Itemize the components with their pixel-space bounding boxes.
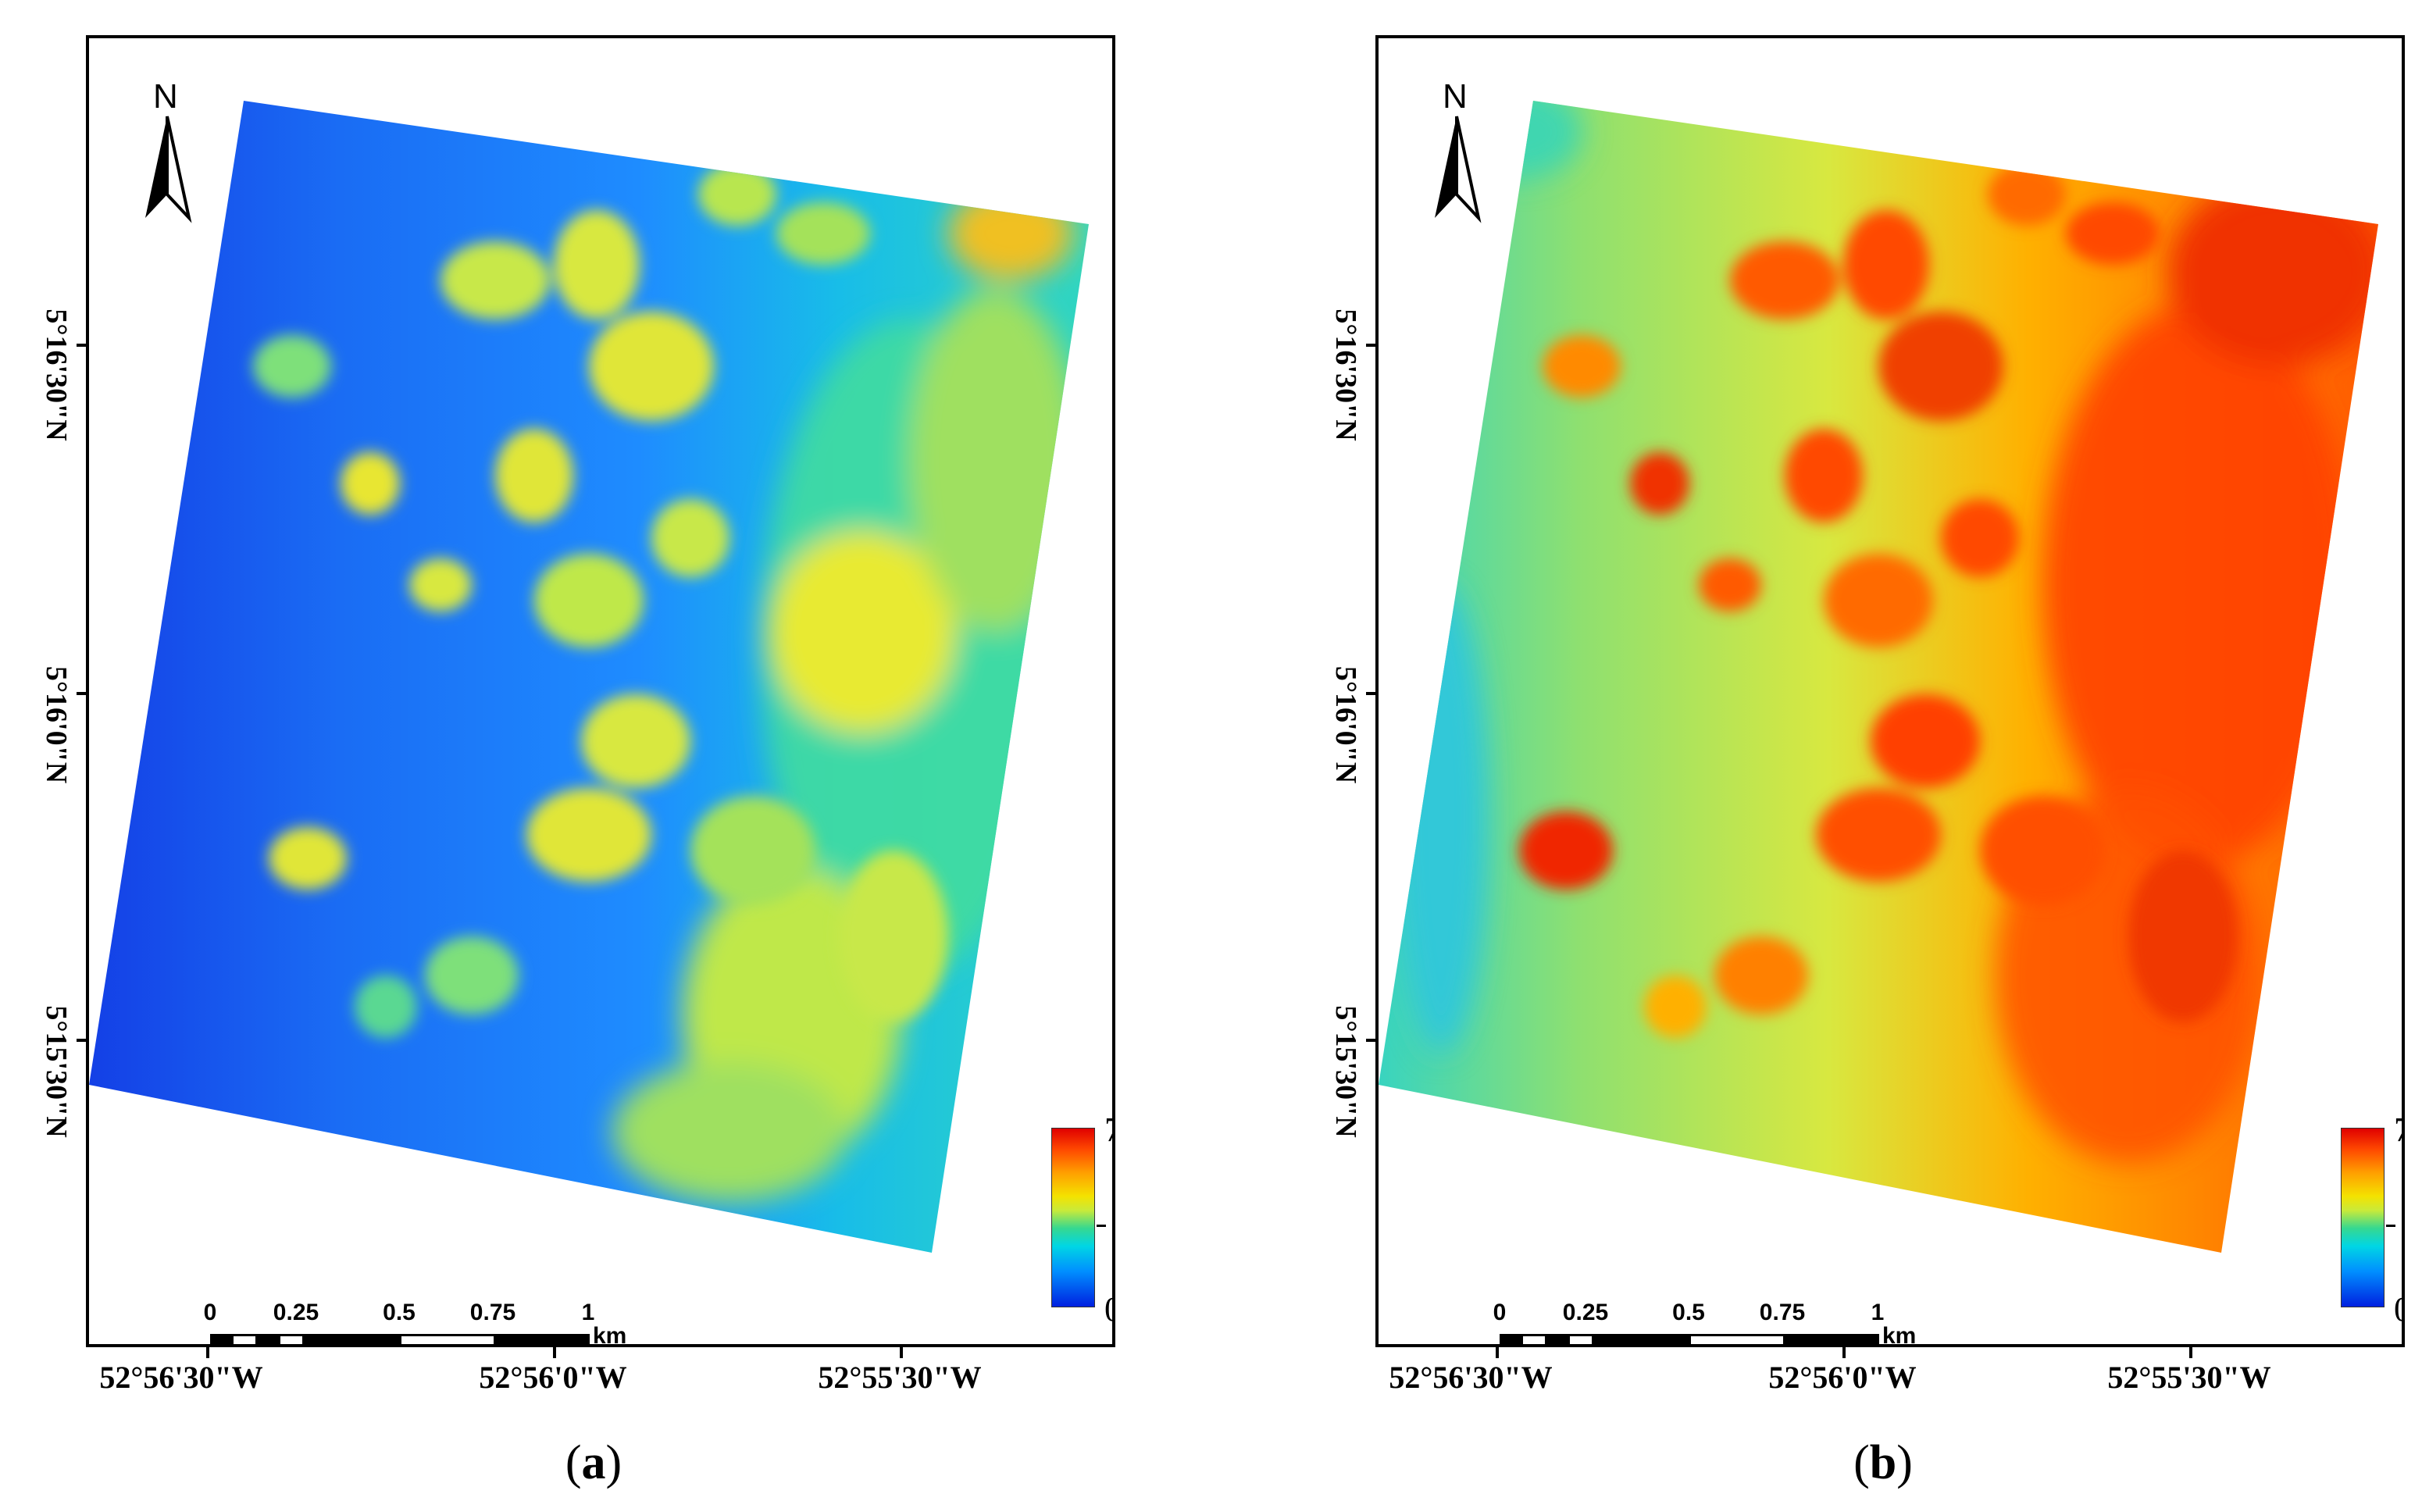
longitude-label: 52°56'30"W [1389, 1360, 1553, 1395]
legend-min-label: 0 m [2394, 1289, 2402, 1329]
caption-open: ( [1853, 1436, 1870, 1489]
longitude-label: 52°55'30"W [818, 1360, 982, 1395]
latitude-label: 5°15'30"N [40, 1005, 73, 1138]
lon-tick [900, 1347, 903, 1358]
legend-max-label: 70 m [1104, 1110, 1112, 1150]
scale-tick-label: 0 [203, 1300, 217, 1325]
scale-tick-label: 0.25 [273, 1300, 319, 1325]
north-arrow-icon [145, 116, 192, 223]
scale-tick-label: 1 [581, 1300, 595, 1325]
scale-tick-label: 0.25 [1562, 1300, 1609, 1325]
elevation-features [612, 187, 1081, 1202]
lat-tick [77, 1039, 87, 1042]
caption-letter: a [581, 1436, 606, 1489]
scale-tick-label: 0.5 [1672, 1300, 1705, 1325]
legend-mid-tick [1097, 1225, 1106, 1227]
ridge-blobs [1519, 163, 2238, 1038]
latitude-label: 5°15'30"N [1329, 1005, 1362, 1138]
lon-tick [206, 1347, 209, 1358]
scale-tick-label: 0.75 [1759, 1300, 1806, 1325]
panel-caption: (b) [1853, 1435, 1913, 1491]
elevation-map [1379, 101, 2378, 1253]
lat-tick [1366, 344, 1377, 347]
lat-tick [77, 344, 87, 347]
latitude-label: 5°16'30"N [1329, 308, 1362, 441]
map-panel-a: N 70 m 0 m 0 0.25 0.5 0.75 1 km 5°16'30"… [40, 35, 1115, 1491]
elevation-legend-bar [2341, 1128, 2385, 1307]
caption-close: ) [1896, 1436, 1913, 1489]
lat-tick [1366, 692, 1377, 695]
north-label: N [153, 77, 178, 116]
latitude-label: 5°16'30"N [40, 308, 73, 441]
scale-bar-graphic [1500, 1334, 1879, 1344]
scale-tick-label: 1 [1871, 1300, 1885, 1325]
lon-tick [2189, 1347, 2192, 1358]
ridge-blobs [253, 163, 948, 1038]
panel-caption: (a) [565, 1435, 622, 1491]
legend-mid-tick [2386, 1225, 2395, 1227]
longitude-label: 52°55'30"W [2107, 1360, 2271, 1395]
lon-tick [1496, 1347, 1499, 1358]
scale-tick-label: 0 [1493, 1300, 1507, 1325]
map-frame: N 70 m 0 m 0 0.25 0.5 0.75 1 km [86, 35, 1115, 1347]
scale-unit: km [1882, 1323, 1917, 1347]
latitude-label: 5°16'0"N [40, 665, 73, 784]
longitude-label: 52°56'30"W [99, 1360, 263, 1395]
legend-min-label: 0 m [1104, 1289, 1112, 1329]
longitude-label: 52°56'0"W [479, 1360, 627, 1395]
latitude-label: 5°16'0"N [1329, 665, 1362, 784]
caption-open: ( [565, 1436, 582, 1489]
scale-unit: km [593, 1323, 627, 1347]
north-arrow-icon [1435, 116, 1482, 223]
scale-bar-graphic [210, 1334, 590, 1344]
north-label: N [1443, 77, 1468, 116]
elevation-map [89, 101, 1089, 1253]
lon-tick [553, 1347, 556, 1358]
scale-tick-label: 0.5 [383, 1300, 416, 1325]
caption-letter: b [1869, 1436, 1897, 1489]
map-frame: N 70 m 0 m 0 0.25 0.5 0.75 1 km [1375, 35, 2405, 1347]
elevation-legend-bar [1051, 1128, 1095, 1307]
map-panel-b: N 70 m 0 m 0 0.25 0.5 0.75 1 km 5°16'30"… [1289, 0, 2422, 1512]
scale-tick-label: 0.75 [469, 1300, 516, 1325]
caption-close: ) [605, 1436, 622, 1489]
lon-tick [1842, 1347, 1846, 1358]
legend-max-label: 70 m [2394, 1110, 2402, 1150]
longitude-label: 52°56'0"W [1768, 1360, 1917, 1395]
lat-tick [1366, 1039, 1377, 1042]
lat-tick [77, 692, 87, 695]
